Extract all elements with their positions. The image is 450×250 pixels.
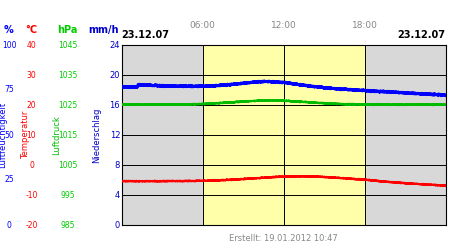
Text: 1015: 1015 <box>58 130 77 140</box>
Text: Erstellt: 19.01.2012 10:47: Erstellt: 19.01.2012 10:47 <box>229 234 338 243</box>
Text: 25: 25 <box>4 176 14 184</box>
Text: Niederschlag: Niederschlag <box>92 107 101 163</box>
Text: 18:00: 18:00 <box>351 20 378 30</box>
Text: Temperatur: Temperatur <box>21 111 30 159</box>
Text: 06:00: 06:00 <box>189 20 216 30</box>
Text: 1005: 1005 <box>58 160 77 170</box>
Text: Luftdruck: Luftdruck <box>52 115 61 155</box>
Text: 50: 50 <box>4 130 14 140</box>
Text: Luftfeuchtigkeit: Luftfeuchtigkeit <box>0 102 7 168</box>
Text: 12:00: 12:00 <box>270 20 297 30</box>
Text: 995: 995 <box>60 190 75 200</box>
Text: 75: 75 <box>4 86 14 94</box>
Text: 23.12.07: 23.12.07 <box>397 30 446 40</box>
Text: 20: 20 <box>27 100 36 110</box>
Bar <box>202 45 284 225</box>
Text: 1045: 1045 <box>58 40 77 50</box>
Text: 0: 0 <box>7 220 11 230</box>
Text: hPa: hPa <box>57 25 78 35</box>
Text: 100: 100 <box>2 40 16 50</box>
Bar <box>230 45 338 225</box>
Text: 985: 985 <box>60 220 75 230</box>
Text: mm/h: mm/h <box>88 25 119 35</box>
Text: 30: 30 <box>27 70 36 80</box>
Text: 0: 0 <box>29 160 34 170</box>
Text: 1035: 1035 <box>58 70 77 80</box>
Text: °C: °C <box>26 25 37 35</box>
Text: 10: 10 <box>27 130 36 140</box>
Text: 1025: 1025 <box>58 100 77 110</box>
Text: 23.12.07: 23.12.07 <box>122 30 170 40</box>
Text: -20: -20 <box>25 220 38 230</box>
Bar <box>284 45 364 225</box>
Text: -10: -10 <box>25 190 38 200</box>
Text: %: % <box>4 25 14 35</box>
Text: 40: 40 <box>27 40 36 50</box>
